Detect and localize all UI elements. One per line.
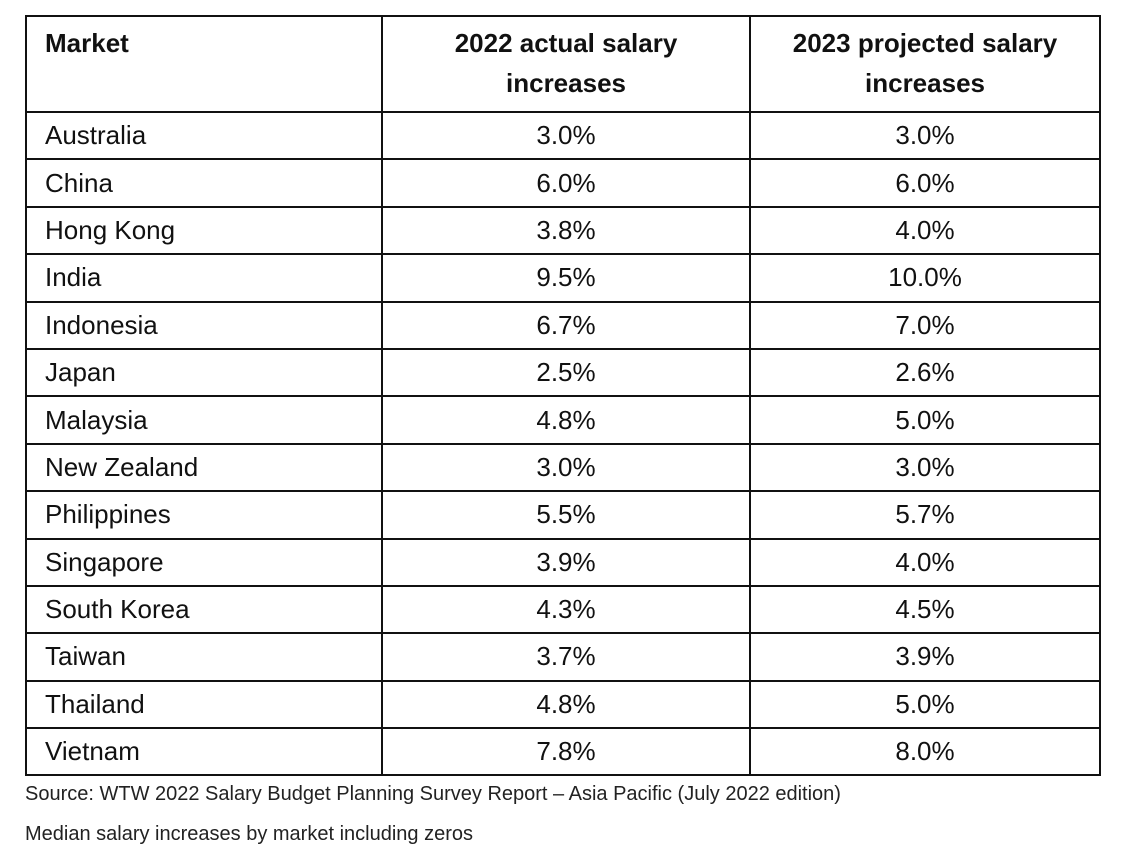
table-row: Singapore 3.9% 4.0% [25, 537, 1101, 587]
caption: Median salary increases by market includ… [25, 823, 473, 845]
projected-2023-cell: 4.0% [749, 537, 1101, 587]
projected-2023-cell: 5.0% [749, 395, 1101, 445]
market-cell: New Zealand [25, 442, 383, 493]
projected-2023-cell: 10.0% [749, 253, 1101, 303]
actual-2022-cell: 2.5% [381, 347, 751, 398]
market-cell: Singapore [25, 537, 383, 587]
actual-2022-cell: 4.3% [381, 584, 751, 635]
table-row: Thailand 4.8% 5.0% [25, 679, 1101, 730]
table-row: Hong Kong 3.8% 4.0% [25, 205, 1101, 256]
market-cell: Philippines [25, 490, 383, 540]
actual-2022-cell: 4.8% [381, 395, 751, 445]
header-2022: 2022 actual salary increases [381, 15, 751, 113]
projected-2023-cell: 3.0% [749, 110, 1101, 161]
projected-2023-cell: 8.0% [749, 727, 1101, 777]
actual-2022-cell: 6.0% [381, 158, 751, 208]
projected-2023-cell: 4.0% [749, 205, 1101, 256]
actual-2022-cell: 9.5% [381, 253, 751, 303]
header-row: Market 2022 actual salary increases 2023… [25, 15, 1101, 113]
actual-2022-cell: 6.7% [381, 300, 751, 350]
projected-2023-cell: 2.6% [749, 347, 1101, 398]
market-cell: Hong Kong [25, 205, 383, 256]
projected-2023-cell: 7.0% [749, 300, 1101, 350]
source-note: Source: WTW 2022 Salary Budget Planning … [25, 783, 841, 805]
projected-2023-cell: 5.0% [749, 679, 1101, 730]
projected-2023-cell: 3.9% [749, 632, 1101, 682]
projected-2023-cell: 6.0% [749, 158, 1101, 208]
table-row: Indonesia 6.7% 7.0% [25, 300, 1101, 350]
actual-2022-cell: 4.8% [381, 679, 751, 730]
market-cell: South Korea [25, 584, 383, 635]
actual-2022-cell: 3.8% [381, 205, 751, 256]
market-cell: Japan [25, 347, 383, 398]
table-row: Japan 2.5% 2.6% [25, 347, 1101, 398]
salary-table: Market 2022 actual salary increases 2023… [25, 15, 1101, 777]
market-cell: Australia [25, 110, 383, 161]
header-market: Market [25, 15, 383, 113]
table-row: Philippines 5.5% 5.7% [25, 490, 1101, 540]
header-2023: 2023 projected salary increases [749, 15, 1101, 113]
market-cell: India [25, 253, 383, 303]
table-row: Vietnam 7.8% 8.0% [25, 727, 1101, 777]
market-cell: Thailand [25, 679, 383, 730]
market-cell: Vietnam [25, 727, 383, 777]
table-row: Malaysia 4.8% 5.0% [25, 395, 1101, 445]
projected-2023-cell: 4.5% [749, 584, 1101, 635]
actual-2022-cell: 3.9% [381, 537, 751, 587]
table-row: Taiwan 3.7% 3.9% [25, 632, 1101, 682]
actual-2022-cell: 3.0% [381, 442, 751, 493]
table-row: China 6.0% 6.0% [25, 158, 1101, 208]
table-row: New Zealand 3.0% 3.0% [25, 442, 1101, 493]
table-row: Australia 3.0% 3.0% [25, 110, 1101, 161]
projected-2023-cell: 3.0% [749, 442, 1101, 493]
table-row: South Korea 4.3% 4.5% [25, 584, 1101, 635]
actual-2022-cell: 3.0% [381, 110, 751, 161]
market-cell: China [25, 158, 383, 208]
projected-2023-cell: 5.7% [749, 490, 1101, 540]
table-row: India 9.5% 10.0% [25, 253, 1101, 303]
actual-2022-cell: 7.8% [381, 727, 751, 777]
market-cell: Indonesia [25, 300, 383, 350]
actual-2022-cell: 3.7% [381, 632, 751, 682]
actual-2022-cell: 5.5% [381, 490, 751, 540]
market-cell: Taiwan [25, 632, 383, 682]
market-cell: Malaysia [25, 395, 383, 445]
